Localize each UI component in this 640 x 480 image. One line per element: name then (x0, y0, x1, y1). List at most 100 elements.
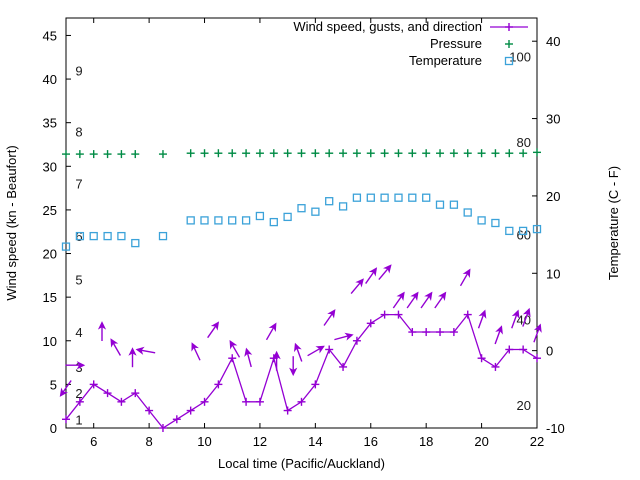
temperature-point (103, 231, 112, 241)
temperature-point (61, 242, 71, 251)
y-tick-label: 5 (50, 377, 57, 392)
arrow-shaft (392, 294, 404, 309)
arrow-shaft (61, 380, 72, 395)
arrow-head (210, 321, 220, 331)
temperature-point (449, 200, 459, 209)
x-axis-ticks: 6 8 10 12 14 16 18 20 22 (90, 18, 544, 449)
beaufort-label: 9 (75, 63, 82, 78)
x-tick-label: 20 (474, 434, 488, 449)
arrow-head (396, 291, 405, 301)
temperature-point (505, 226, 514, 236)
temperature-point (131, 238, 140, 248)
wind-direction-arrow (406, 291, 419, 309)
arrow-shaft (230, 343, 241, 358)
temperature-point (297, 204, 306, 213)
arrow-head (294, 342, 302, 353)
arrow-shaft (350, 280, 362, 295)
arrow-head (327, 309, 336, 319)
temperature-point (408, 193, 417, 202)
temperature-point (325, 197, 334, 206)
temperature-point (311, 207, 320, 216)
y2-tick-label: 0 (546, 344, 553, 359)
temperature-point (158, 231, 168, 241)
temperature-point (394, 193, 403, 202)
arrow-shaft (365, 270, 376, 284)
temperature-point (186, 216, 195, 225)
beaufort-label: 5 (75, 273, 82, 288)
y2-axis-ticks: -10 0 10 20 30 40 (532, 34, 565, 436)
arrow-shaft (459, 271, 470, 287)
legend-label-2: Temperature (409, 53, 482, 68)
arrow-head (191, 342, 199, 352)
arrow-head (355, 278, 364, 288)
fahrenheit-label: 40 (517, 313, 531, 328)
arrow-shaft (265, 325, 276, 341)
plot-border (65, 17, 538, 429)
arrow-shaft (139, 349, 156, 354)
temperature-point (380, 193, 389, 202)
wind-direction-arrow (378, 264, 392, 281)
temperature-point (422, 193, 431, 202)
y-tick-label: 30 (43, 159, 57, 174)
beaufort-label: 7 (75, 177, 82, 192)
arrow-head (315, 345, 325, 354)
wind-direction-arrows (59, 264, 542, 397)
temperature-point (352, 193, 362, 202)
arrow-head (268, 322, 277, 332)
arrow-head (410, 291, 419, 301)
arrow-head (522, 307, 531, 318)
temperature-point (255, 211, 265, 221)
arrow-shaft (511, 312, 518, 329)
beaufort-label: 4 (75, 325, 82, 340)
wind-direction-arrow (323, 309, 336, 326)
temperature-point (228, 216, 237, 225)
arrow-shaft (494, 328, 502, 345)
y-tick-label: 45 (43, 28, 57, 43)
temperature-point (491, 218, 500, 228)
wind-direction-arrow (244, 347, 253, 368)
y-tick-label: 35 (43, 116, 57, 131)
plot-frame (65, 17, 538, 429)
arrow-shaft (533, 326, 541, 343)
wind-direction-arrow (272, 350, 281, 371)
temperature-point (75, 231, 85, 241)
wind-direction-arrow (65, 361, 86, 370)
y-axis-label: Wind speed (kn - Beaufort) (4, 145, 19, 300)
arrow-head (97, 321, 107, 330)
wind-direction-arrow (191, 342, 201, 361)
wind-direction-arrow (392, 291, 405, 309)
temperature-point (214, 216, 223, 225)
arrow-head (229, 340, 238, 350)
x-tick-label: 22 (530, 434, 544, 449)
fahrenheit-label: 80 (517, 135, 531, 150)
series-square (61, 193, 542, 251)
beaufort-label: 2 (75, 386, 82, 401)
temperature-point (532, 224, 542, 234)
wind-direction-arrow (207, 321, 220, 339)
data-series-group (61, 148, 542, 432)
x-tick-label: 16 (364, 434, 378, 449)
arrow-shaft (477, 312, 485, 329)
arrow-shaft (246, 351, 252, 368)
wind-direction-arrow (533, 323, 542, 343)
y-tick-label: 15 (43, 290, 57, 305)
wind-direction-arrow (289, 356, 298, 377)
arrow-head (135, 346, 145, 355)
fahrenheit-label: 20 (517, 398, 531, 413)
y2-tick-label: 30 (546, 112, 560, 127)
wind-direction-arrow (434, 291, 447, 309)
temperature-point (283, 212, 292, 222)
arrow-head (59, 387, 68, 397)
x-tick-label: 10 (197, 434, 211, 449)
wind-direction-arrow (59, 380, 72, 397)
y-tick-label: 10 (43, 334, 57, 349)
arrow-head (244, 347, 253, 357)
wind-direction-arrow (365, 267, 378, 284)
wind-direction-arrow (494, 325, 503, 345)
wind-direction-arrow (477, 309, 487, 329)
temperature-point (241, 216, 251, 225)
y-tick-label: 0 (50, 421, 57, 436)
y2-axis-label: Temperature (C - F) (606, 166, 621, 280)
arrow-head (383, 264, 392, 274)
